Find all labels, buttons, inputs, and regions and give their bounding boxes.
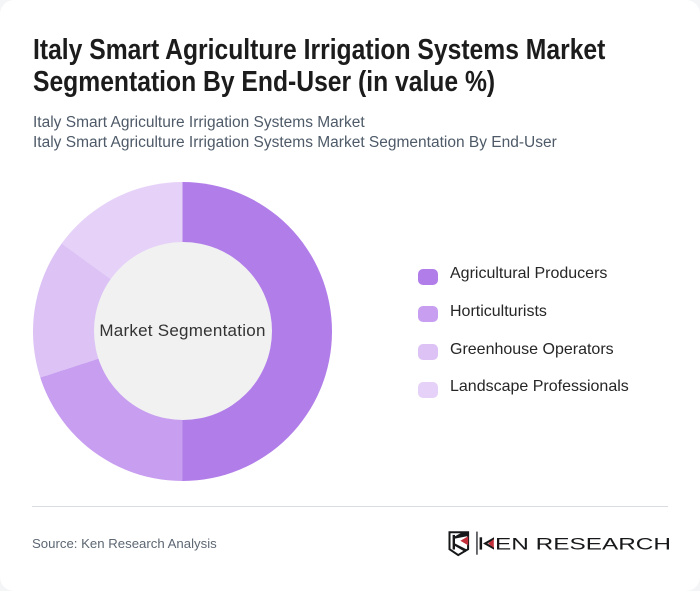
svg-text:EN RESEARCH: EN RESEARCH bbox=[495, 535, 670, 554]
